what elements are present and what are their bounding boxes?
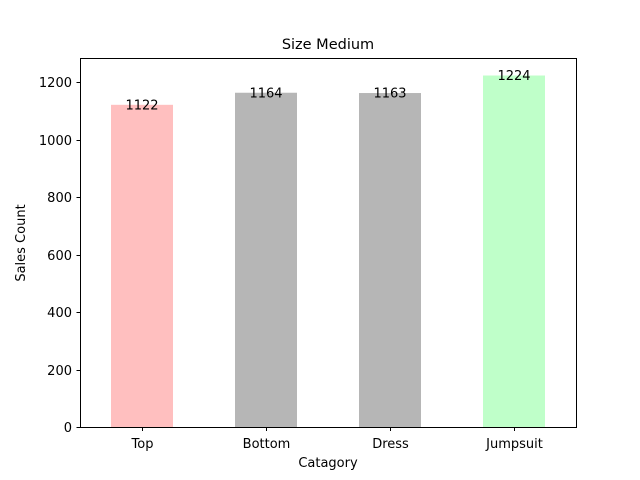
x-tick-label-bottom: Bottom [243, 437, 291, 452]
x-tick-label-dress: Dress [372, 437, 409, 452]
bar-top [111, 104, 173, 427]
data-label-dress: 1163 [373, 87, 406, 102]
data-labels-layer: 1122 1164 1163 1224 [125, 69, 530, 113]
y-axis-label: Sales Count [14, 204, 29, 281]
bar-dress [359, 93, 421, 427]
data-label-jumpsuit: 1224 [497, 69, 530, 84]
y-tick-label-600: 600 [47, 249, 72, 264]
data-label-top: 1122 [125, 98, 158, 113]
chart-title: Size Medium [282, 37, 374, 53]
y-tick-label-400: 400 [47, 306, 72, 321]
y-tick-label-0: 0 [64, 421, 72, 436]
data-label-bottom: 1164 [249, 86, 282, 101]
bar-bottom [235, 92, 297, 427]
y-tick-label-800: 800 [47, 191, 72, 206]
y-tick-label-1000: 1000 [39, 134, 72, 149]
y-tick-label-1200: 1200 [39, 76, 72, 91]
x-axis-label: Catagory [298, 456, 358, 471]
bars-layer [111, 75, 545, 428]
y-tick-label-200: 200 [47, 364, 72, 379]
axes-layer: 0 200 400 600 800 1000 1200 Top Bottom Dress Jumps… [39, 58, 577, 452]
x-tick-label-top: Top [131, 437, 154, 452]
x-tick-label-jumpsuit: Jumpsuit [485, 437, 543, 452]
bar-jumpsuit [483, 75, 545, 428]
plot-frame [80, 58, 577, 428]
